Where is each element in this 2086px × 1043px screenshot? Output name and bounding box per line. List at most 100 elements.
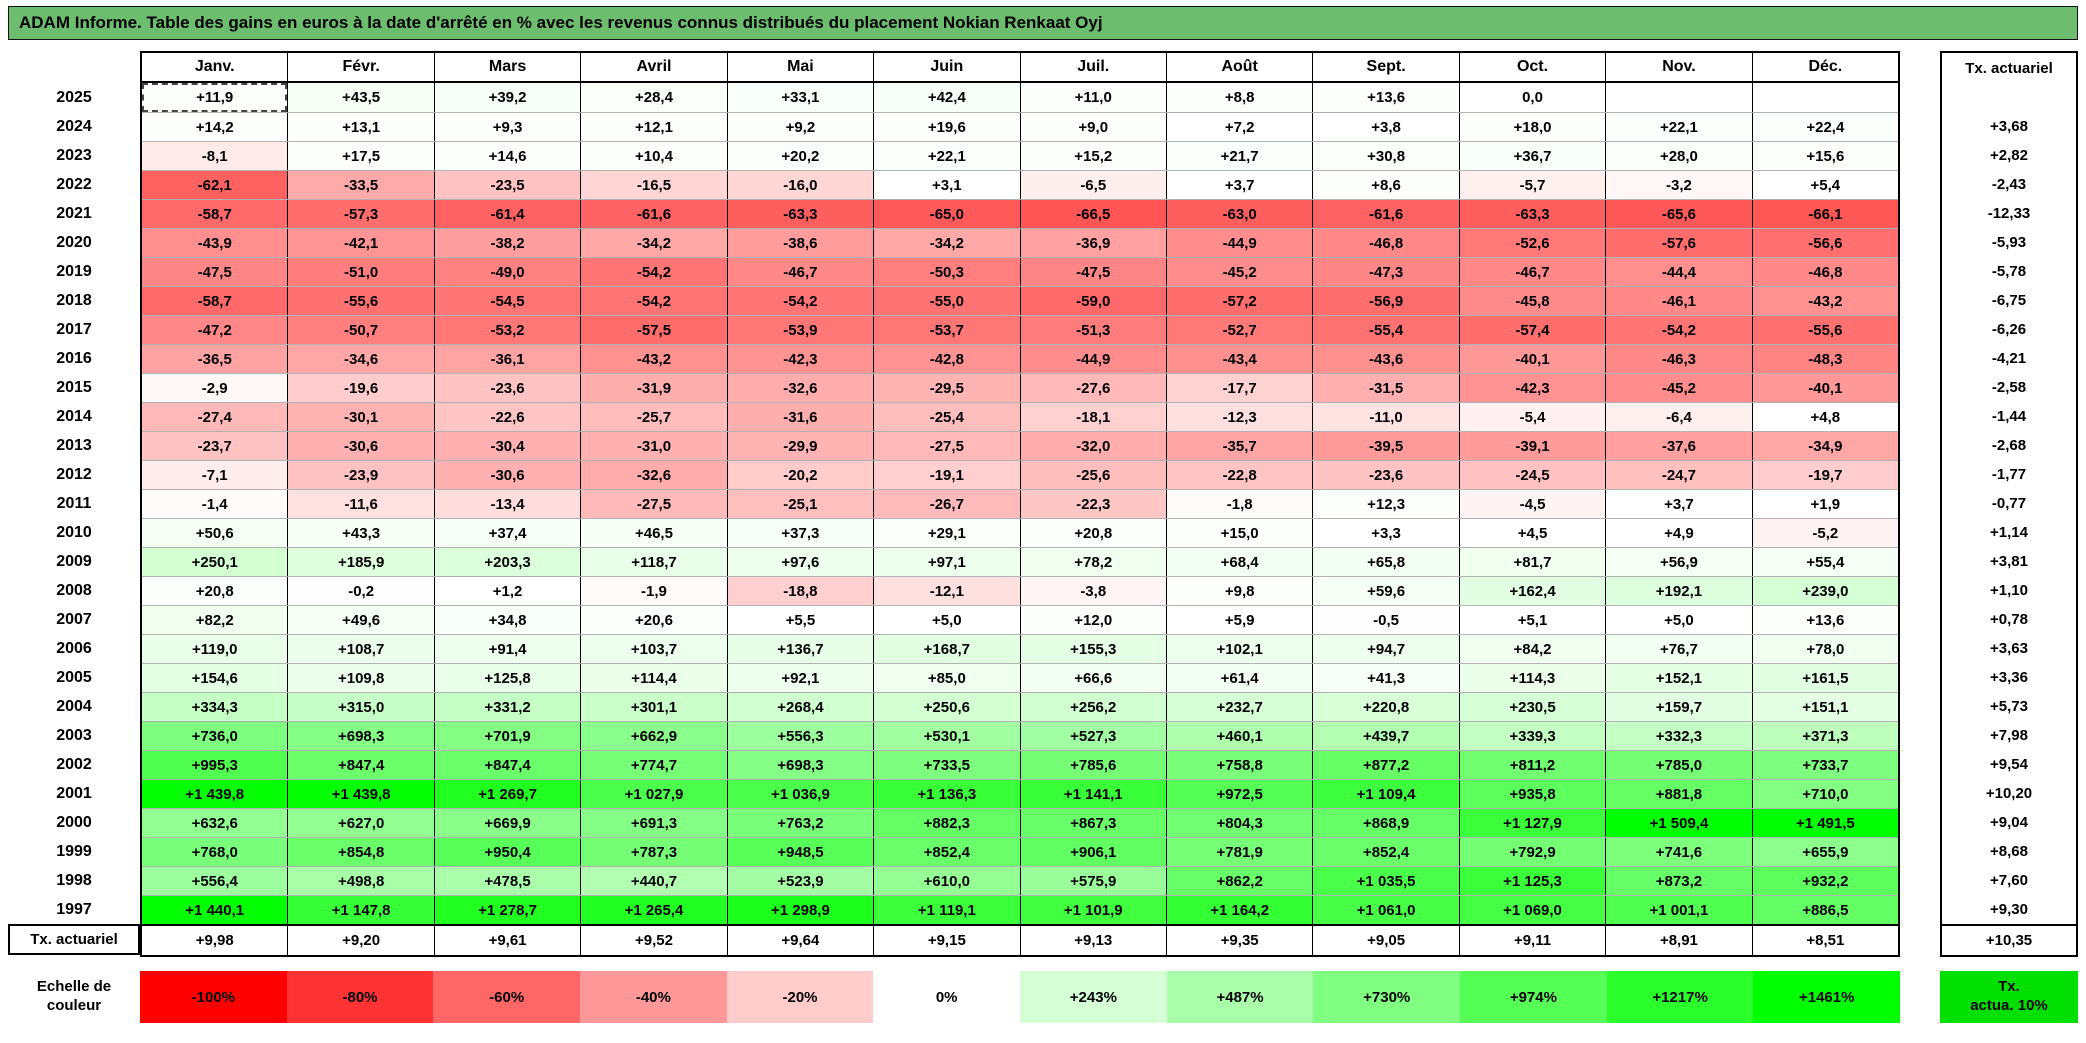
gain-cell[interactable]: +886,5 xyxy=(1751,896,1899,924)
monthly-actuarial-cell[interactable]: +9,52 xyxy=(580,926,726,955)
gain-cell[interactable]: +11,0 xyxy=(1019,83,1166,112)
gain-cell[interactable]: -12,1 xyxy=(873,577,1020,605)
gain-cell[interactable]: +3,7 xyxy=(1165,171,1313,199)
gain-cell[interactable]: -47,3 xyxy=(1312,258,1459,286)
gain-cell[interactable]: +17,5 xyxy=(287,142,434,170)
gain-cell[interactable]: +669,9 xyxy=(433,809,581,837)
gain-cell[interactable]: -61,4 xyxy=(433,200,581,228)
gain-cell[interactable]: -62,1 xyxy=(142,171,288,199)
gain-cell[interactable]: +1 119,1 xyxy=(873,896,1020,924)
gain-cell[interactable]: -46,8 xyxy=(1751,258,1899,286)
gain-cell[interactable]: +852,4 xyxy=(1312,838,1459,866)
gain-cell[interactable]: -24,7 xyxy=(1605,461,1752,489)
gain-cell[interactable]: +5,4 xyxy=(1751,171,1899,199)
gain-cell[interactable]: +102,1 xyxy=(1165,635,1313,663)
gain-cell[interactable]: +334,3 xyxy=(142,693,288,721)
gain-cell[interactable]: -5,4 xyxy=(1458,403,1606,431)
gain-cell[interactable]: +43,5 xyxy=(287,83,434,112)
gain-cell[interactable]: +256,2 xyxy=(1019,693,1166,721)
gain-cell[interactable]: +5,0 xyxy=(1605,606,1752,634)
gain-cell[interactable]: +881,8 xyxy=(1605,780,1752,808)
gain-cell[interactable]: +1 061,0 xyxy=(1312,896,1459,924)
gain-cell[interactable]: -35,7 xyxy=(1165,432,1313,460)
gain-cell[interactable]: +21,7 xyxy=(1165,142,1313,170)
gain-cell[interactable]: +627,0 xyxy=(287,809,434,837)
gain-cell[interactable]: +61,4 xyxy=(1165,664,1313,692)
actuarial-rate-cell[interactable]: -0,77 xyxy=(1991,495,2027,512)
gain-cell[interactable]: +92,1 xyxy=(726,664,874,692)
gain-cell[interactable]: +22,1 xyxy=(873,142,1020,170)
monthly-actuarial-cell[interactable]: +9,05 xyxy=(1312,926,1458,955)
gain-cell[interactable]: +192,1 xyxy=(1605,577,1752,605)
gain-cell[interactable]: -38,2 xyxy=(433,229,581,257)
gain-cell[interactable]: +852,4 xyxy=(873,838,1020,866)
gain-cell[interactable]: -18,1 xyxy=(1019,403,1166,431)
gain-cell[interactable]: -31,0 xyxy=(580,432,727,460)
gain-cell[interactable]: -54,2 xyxy=(580,258,727,286)
gain-cell[interactable]: +1 440,1 xyxy=(142,896,288,924)
gain-cell[interactable]: +710,0 xyxy=(1751,780,1899,808)
gain-cell[interactable]: 0,0 xyxy=(1458,83,1606,112)
gain-cell[interactable]: -53,7 xyxy=(873,316,1020,344)
gain-cell[interactable]: +125,8 xyxy=(433,664,581,692)
gain-cell[interactable]: +792,9 xyxy=(1458,838,1606,866)
gain-cell[interactable]: +527,3 xyxy=(1019,722,1166,750)
gain-cell[interactable]: +154,6 xyxy=(142,664,288,692)
gain-cell[interactable]: -34,9 xyxy=(1751,432,1899,460)
gain-cell[interactable]: -16,5 xyxy=(580,171,727,199)
gain-cell[interactable]: +1 265,4 xyxy=(580,896,727,924)
gain-cell[interactable]: +230,5 xyxy=(1458,693,1606,721)
gain-cell[interactable]: -57,2 xyxy=(1165,287,1313,315)
gain-cell[interactable]: +1 509,4 xyxy=(1605,809,1752,837)
actuarial-rate-cell[interactable]: +9,30 xyxy=(1990,901,2028,918)
gain-cell[interactable]: +847,4 xyxy=(433,751,581,779)
gain-cell[interactable]: +37,3 xyxy=(726,519,874,547)
actuarial-rate-cell[interactable]: -1,44 xyxy=(1991,408,2027,425)
gain-cell[interactable]: -65,6 xyxy=(1605,200,1752,228)
gain-cell[interactable]: +1 491,5 xyxy=(1751,809,1899,837)
gain-cell[interactable]: +1,2 xyxy=(433,577,581,605)
gain-cell[interactable]: -25,1 xyxy=(726,490,874,518)
gain-cell[interactable]: +109,8 xyxy=(287,664,434,692)
gain-cell[interactable]: -36,1 xyxy=(433,345,581,373)
gain-cell[interactable]: -55,4 xyxy=(1312,316,1459,344)
actuarial-rate-cell[interactable]: +0,78 xyxy=(1990,611,2028,628)
gain-cell[interactable]: -12,3 xyxy=(1165,403,1313,431)
gain-cell[interactable]: -59,0 xyxy=(1019,287,1166,315)
gain-cell[interactable]: +94,7 xyxy=(1312,635,1459,663)
gain-cell[interactable]: +20,8 xyxy=(1019,519,1166,547)
gain-cell[interactable]: +37,4 xyxy=(433,519,581,547)
gain-cell[interactable]: +232,7 xyxy=(1165,693,1313,721)
gain-cell[interactable]: -32,6 xyxy=(580,461,727,489)
gain-cell[interactable]: -0,5 xyxy=(1312,606,1459,634)
gain-cell[interactable]: +1 164,2 xyxy=(1165,896,1313,924)
actuarial-rate-cell[interactable]: -6,26 xyxy=(1991,321,2027,338)
gain-cell[interactable]: -19,6 xyxy=(287,374,434,402)
monthly-actuarial-cell[interactable]: +9,35 xyxy=(1165,926,1312,955)
gain-cell[interactable]: +30,8 xyxy=(1312,142,1459,170)
gain-cell[interactable]: -1,8 xyxy=(1165,490,1313,518)
gain-cell[interactable]: +523,9 xyxy=(726,867,874,895)
monthly-actuarial-cell[interactable]: +9,64 xyxy=(726,926,873,955)
gain-cell[interactable]: -52,6 xyxy=(1458,229,1606,257)
gain-cell[interactable]: -66,5 xyxy=(1019,200,1166,228)
gain-cell[interactable]: -47,5 xyxy=(142,258,288,286)
monthly-actuarial-cell[interactable]: +9,13 xyxy=(1019,926,1166,955)
gain-cell[interactable]: -20,2 xyxy=(726,461,874,489)
monthly-actuarial-cell[interactable]: +8,51 xyxy=(1751,926,1898,955)
actuarial-rate-cell[interactable]: +9,04 xyxy=(1990,814,2028,831)
gain-cell[interactable]: +46,5 xyxy=(580,519,727,547)
gain-cell[interactable]: +203,3 xyxy=(433,548,581,576)
gain-cell[interactable]: +932,2 xyxy=(1751,867,1899,895)
gain-cell[interactable]: +440,7 xyxy=(580,867,727,895)
gain-cell[interactable]: +698,3 xyxy=(726,751,874,779)
gain-cell[interactable]: +15,6 xyxy=(1751,142,1899,170)
gain-cell[interactable]: +736,0 xyxy=(142,722,288,750)
gain-cell[interactable]: -42,8 xyxy=(873,345,1020,373)
gain-cell[interactable]: -23,6 xyxy=(1312,461,1459,489)
gain-cell[interactable]: +439,7 xyxy=(1312,722,1459,750)
gain-cell[interactable]: -26,7 xyxy=(873,490,1020,518)
gain-cell[interactable]: +882,3 xyxy=(873,809,1020,837)
gain-cell[interactable]: +36,7 xyxy=(1458,142,1606,170)
actuarial-rate-cell[interactable]: +3,36 xyxy=(1990,669,2028,686)
